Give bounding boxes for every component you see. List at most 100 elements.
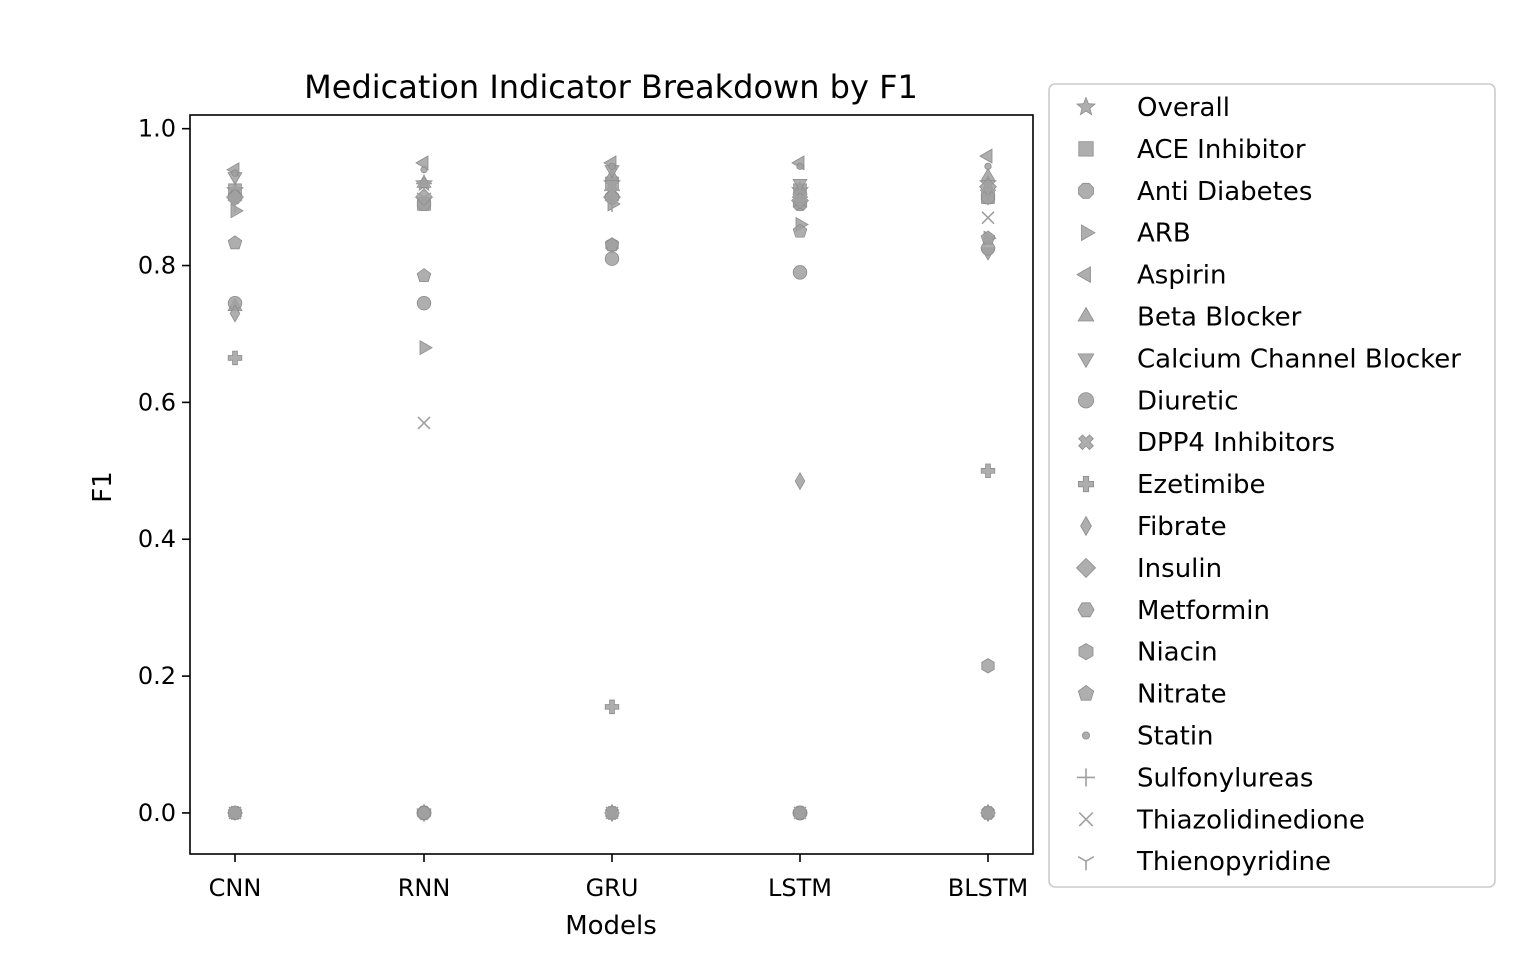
- x-axis-label: Models: [565, 911, 657, 941]
- series-niacin: [228, 237, 995, 821]
- legend-label: Anti Diabetes: [1137, 177, 1312, 207]
- legend-label: ARB: [1137, 219, 1191, 249]
- legend-marker: [1075, 96, 1097, 116]
- data-point: [417, 805, 431, 821]
- legend-frame: [1048, 83, 1496, 888]
- data-point: [793, 806, 807, 820]
- x-tick-label: LSTM: [768, 874, 832, 902]
- plot-frame: [189, 114, 1034, 855]
- data-point: [416, 192, 432, 206]
- data-point: [416, 175, 432, 192]
- legend-entry: Calcium Channel Blocker: [1077, 344, 1461, 374]
- legend-entry: Niacin: [1078, 638, 1218, 668]
- x-tick-label: RNN: [398, 874, 451, 902]
- legend-label: Sulfonylureas: [1137, 763, 1313, 793]
- legend-marker: [1078, 434, 1094, 451]
- y-tick-label: 0.0: [138, 799, 176, 827]
- data-point: [981, 658, 995, 674]
- series-ezetimibe: [227, 350, 996, 821]
- plot-area: [225, 148, 998, 823]
- legend-marker: [1077, 856, 1095, 871]
- data-point: [227, 189, 243, 206]
- data-point: [604, 182, 620, 199]
- data-point: [984, 162, 992, 170]
- data-point: [792, 178, 808, 193]
- series-nitrate: [227, 223, 996, 283]
- data-point: [230, 203, 244, 219]
- x-tick-label: CNN: [209, 874, 262, 902]
- data-point: [980, 463, 996, 479]
- legend-entry: Overall: [1075, 93, 1230, 123]
- legend-marker: [1077, 476, 1095, 493]
- legend-label: DPP4 Inhibitors: [1137, 428, 1335, 458]
- x-tick-label: BLSTM: [948, 874, 1028, 902]
- data-point: [980, 192, 996, 206]
- data-point: [604, 199, 620, 212]
- legend-marker: [1077, 392, 1095, 409]
- series-beta-blocker: [227, 167, 996, 312]
- data-point: [228, 806, 242, 820]
- legend-entry: DPP4 Inhibitors: [1078, 428, 1335, 458]
- legend-label: Fibrate: [1137, 512, 1227, 542]
- legend-marker: [1076, 266, 1091, 284]
- legend-label: Metformin: [1137, 596, 1270, 626]
- legend-entry: Fibrate: [1080, 512, 1227, 542]
- data-point: [416, 268, 432, 283]
- series-fibrate: [229, 304, 994, 823]
- y-axis-label: F1: [88, 471, 118, 503]
- legend-entry: Thiazolidinedione: [1078, 805, 1365, 835]
- legend-entry: Aspirin: [1076, 261, 1226, 291]
- legend-label: Calcium Channel Blocker: [1137, 344, 1461, 374]
- data-point: [416, 295, 432, 311]
- data-point: [608, 162, 616, 170]
- chart-title: Medication Indicator Breakdown by F1: [304, 68, 918, 106]
- legend-label: Diuretic: [1137, 386, 1239, 416]
- legend-entry: Sulfonylureas: [1077, 763, 1313, 793]
- data-point: [604, 237, 620, 252]
- legend-label: Ezetimibe: [1137, 470, 1266, 500]
- data-point: [981, 211, 995, 225]
- data-point: [417, 416, 431, 430]
- series-thiazolidinedione: [228, 211, 995, 820]
- legend: Overall ACE Inhibitor Anti Diabetes ARB Aspi…: [1048, 83, 1496, 888]
- legend-label: Overall: [1137, 93, 1230, 123]
- legend-marker: [1077, 602, 1095, 618]
- data-point: [980, 230, 996, 245]
- y-tick-label: 0.8: [138, 252, 176, 280]
- series-arb: [230, 196, 997, 356]
- data-point: [792, 223, 808, 238]
- data-point: [419, 340, 433, 356]
- data-point: [980, 182, 996, 199]
- series-dpp4-inhibitors: [227, 196, 996, 821]
- legend-marker: [1077, 306, 1095, 322]
- y-tick-label: 0.2: [138, 662, 176, 690]
- legend-entry: Insulin: [1075, 554, 1222, 584]
- data-point: [420, 166, 428, 174]
- legend-marker: [1078, 182, 1094, 199]
- x-axis: CNN RNN GRU LSTM BLSTM: [209, 854, 1028, 902]
- series-thienopyridine: [227, 192, 996, 212]
- x-tick-label: GRU: [586, 874, 639, 902]
- y-tick-label: 0.4: [138, 525, 176, 553]
- legend-marker: [1080, 515, 1092, 537]
- legend-label: Beta Blocker: [1137, 303, 1302, 333]
- data-point: [796, 162, 804, 170]
- legend-marker: [1077, 353, 1095, 369]
- legend-label: Thienopyridine: [1136, 847, 1331, 877]
- series-diuretic: [227, 241, 996, 311]
- legend-label: Niacin: [1137, 638, 1218, 668]
- legend-label: Statin: [1137, 722, 1214, 752]
- y-axis: 0.0 0.2 0.4 0.6 0.8 1.0: [138, 115, 190, 827]
- data-point: [792, 192, 808, 206]
- data-point: [794, 471, 806, 491]
- data-point: [231, 169, 239, 177]
- data-point: [604, 251, 620, 266]
- legend-entry: Diuretic: [1077, 386, 1239, 416]
- legend-entry: ACE Inhibitor: [1078, 135, 1306, 165]
- legend-label: ACE Inhibitor: [1137, 135, 1306, 165]
- legend-entry: Beta Blocker: [1077, 303, 1302, 333]
- legend-entry: Thienopyridine: [1077, 847, 1331, 877]
- data-point: [227, 235, 243, 250]
- legend-entry: ARB: [1081, 219, 1191, 249]
